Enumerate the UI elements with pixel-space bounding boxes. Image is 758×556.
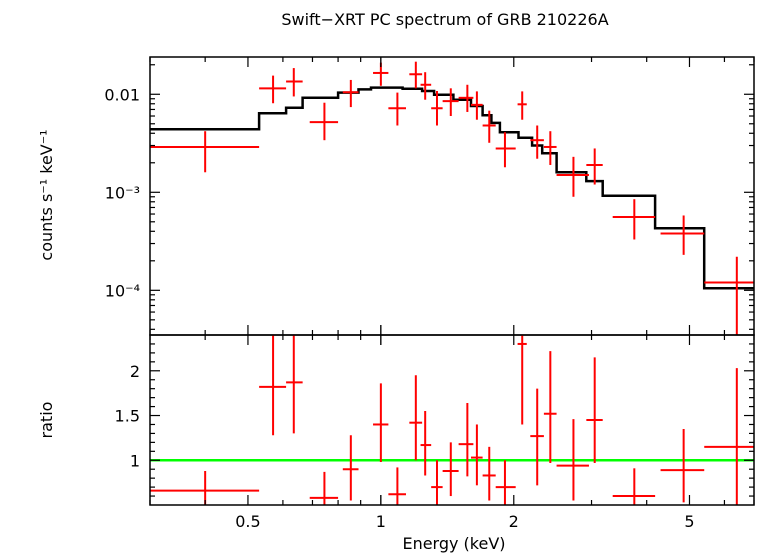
ratio-point [150,471,260,505]
ratio-point [431,460,443,505]
y-tick-label: 10⁻³ [105,183,140,202]
data-point [517,91,527,120]
data-point [150,131,260,173]
data-point [286,68,303,97]
ratio-point [309,471,339,505]
ratio-point [286,335,303,434]
ratio-point [409,375,423,461]
y-axis-label-top: counts s⁻¹ keV⁻¹ [37,129,56,260]
ratio-point [517,335,527,425]
ratio-point [495,460,516,505]
x-tick-label: 1 [376,512,386,531]
x-axis-label: Energy (keV) [402,534,505,553]
y-tick-label: 1 [130,451,140,470]
ratio-point [373,383,389,463]
ratio-point [530,388,544,486]
data-point [660,215,705,255]
data-point [530,125,544,159]
data-point [442,88,459,117]
y-tick-label: 0.01 [104,85,140,104]
spectrum-panel: 0.01 10⁻³ 10⁻⁴ [104,56,755,336]
data-point [470,91,483,120]
x-tick-label: 2 [509,512,519,531]
ratio-point [420,411,432,476]
data-point [586,148,603,185]
data-point [458,84,474,112]
ratio-point [342,435,359,501]
ratio-point [612,468,656,505]
ratio-point [543,351,557,463]
data-point [431,90,443,126]
data-point [543,131,557,165]
data-point [309,102,339,141]
data-point [409,61,423,89]
data-point [259,75,287,104]
x-tick-label: 0.5 [235,512,260,531]
data-point [704,256,754,335]
ratio-point [259,335,287,436]
y-axis-label-bottom: ratio [37,402,56,439]
top-panel-frame [149,56,755,336]
bottom-panel-frame [149,334,755,506]
ratio-point [586,357,603,463]
data-point [612,199,656,240]
model-step-line [150,86,754,290]
ratio-point [442,442,459,497]
data-point [556,156,589,197]
ratio-point [660,428,705,503]
ratio-panel: 0.5 1 2 5 1 1.5 2 [115,57,755,531]
y-tick-label: 2 [130,362,140,381]
data-point [342,79,359,108]
data-point [482,110,496,143]
x-tick-label: 5 [684,512,694,531]
ratio-point [482,446,496,501]
ratio-point [704,368,754,505]
ratio-point [470,424,483,486]
ratio-point [556,419,589,501]
data-point [420,72,432,100]
chart-title: Swift−XRT PC spectrum of GRB 210226A [281,10,608,29]
ratio-point [458,403,474,477]
data-point [495,132,516,168]
data-point [388,92,406,126]
y-tick-label: 10⁻⁴ [105,281,140,300]
y-tick-label: 1.5 [115,407,140,426]
ratio-point [388,467,406,505]
